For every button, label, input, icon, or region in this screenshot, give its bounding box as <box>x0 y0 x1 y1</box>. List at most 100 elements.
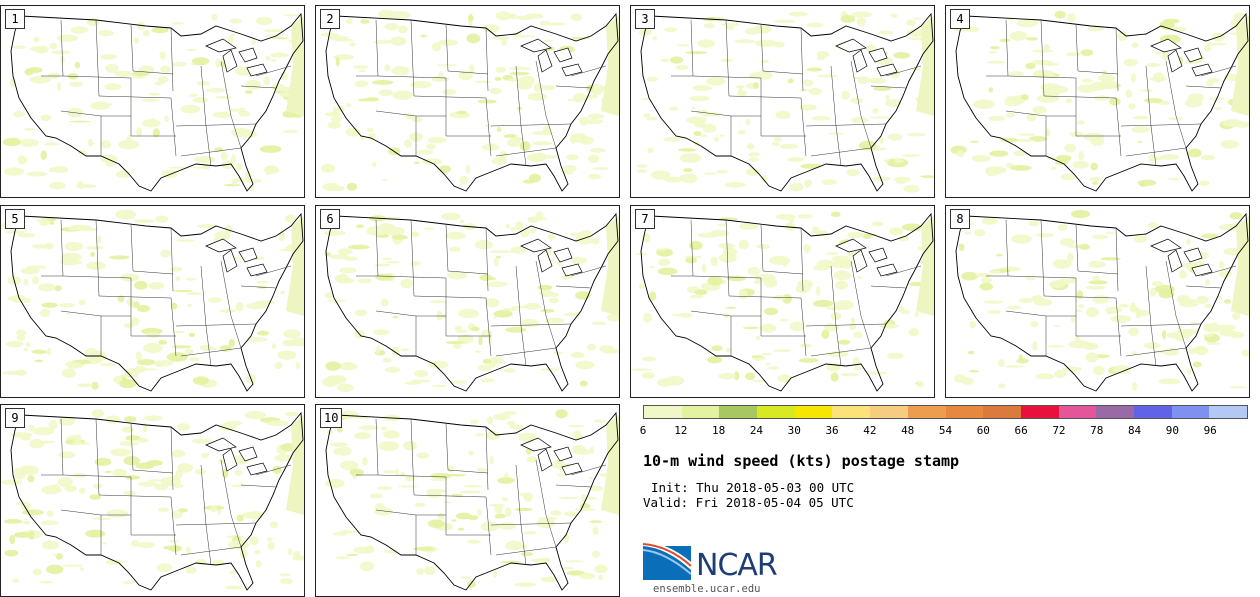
wind-shading <box>1128 327 1139 336</box>
state-border <box>830 65 837 127</box>
wind-shading <box>720 58 733 62</box>
wind-shading <box>58 303 75 308</box>
wind-shading <box>1004 365 1025 368</box>
wind-shading <box>562 566 575 570</box>
wind-shading <box>346 182 358 191</box>
wind-shading <box>186 292 203 295</box>
wind-shading <box>46 564 64 575</box>
state-border <box>170 227 174 292</box>
state-border <box>570 265 607 277</box>
wind-shading <box>566 570 586 576</box>
state-border <box>485 297 492 357</box>
wind-shading <box>1105 306 1123 313</box>
wind-shading <box>584 94 598 99</box>
wind-shading <box>124 416 137 423</box>
state-border <box>205 524 212 566</box>
wind-shading <box>235 177 245 183</box>
wind-shading <box>466 164 471 174</box>
great-lake <box>537 49 553 73</box>
wind-shading <box>1056 154 1072 162</box>
wind-shading <box>123 456 141 466</box>
wind-shading <box>771 141 780 146</box>
wind-shading <box>1051 166 1057 171</box>
wind-shading <box>589 520 603 524</box>
wind-shading <box>1014 138 1035 143</box>
wind-shading <box>1092 295 1110 304</box>
colorbar-swatch <box>794 406 833 418</box>
wind-shading <box>1117 303 1130 308</box>
great-lake <box>876 63 898 77</box>
wind-shading <box>274 362 283 370</box>
wind-shading <box>763 307 778 316</box>
wind-shading <box>830 311 842 321</box>
wind-shading <box>14 369 27 376</box>
wind-shading <box>857 76 870 84</box>
wind-shading <box>56 81 61 92</box>
wind-shading <box>238 107 246 117</box>
wind-shading <box>1131 351 1138 355</box>
wind-shading <box>100 154 118 163</box>
great-lake <box>1167 49 1183 73</box>
wind-shading <box>593 419 606 423</box>
wind-shading <box>1200 154 1215 161</box>
wind-shading <box>846 168 860 177</box>
wind-shading <box>339 362 358 371</box>
wind-shading <box>1051 85 1069 94</box>
offshore-wind-shading <box>286 16 304 116</box>
wind-shading <box>592 526 599 536</box>
wind-shading <box>365 545 374 552</box>
wind-shading <box>563 312 581 317</box>
wind-shading <box>1090 136 1105 146</box>
wind-shading <box>911 67 921 71</box>
wind-shading <box>760 59 770 64</box>
state-border <box>447 469 489 474</box>
wind-shading <box>1186 238 1191 245</box>
wind-shading <box>71 442 91 445</box>
state-border <box>860 115 872 149</box>
great-lake <box>1150 238 1182 253</box>
wind-shading <box>428 519 445 528</box>
wind-shading <box>789 321 805 332</box>
wind-shading <box>414 502 426 507</box>
wind-shading <box>455 512 472 520</box>
wind-shading <box>722 247 731 250</box>
wind-shading <box>548 297 559 304</box>
member-panel: 7 <box>630 205 935 398</box>
wind-shading <box>489 143 496 146</box>
state-border <box>1120 323 1202 327</box>
wind-shading <box>334 556 350 560</box>
wind-shading <box>998 383 1006 389</box>
colorbar-tick-label: 66 <box>1014 424 1028 437</box>
wind-shading <box>1092 234 1109 240</box>
wind-shading <box>1018 354 1024 362</box>
wind-shading <box>421 158 443 165</box>
wind-shading <box>1070 209 1091 219</box>
wind-shading <box>974 272 992 278</box>
wind-shading <box>69 81 84 87</box>
wind-shading <box>132 301 140 308</box>
wind-shading <box>493 310 513 318</box>
wind-shading <box>368 132 376 141</box>
wind-shading <box>509 66 531 71</box>
wind-shading <box>1117 31 1128 41</box>
great-lake <box>246 263 268 277</box>
wind-shading <box>563 511 579 517</box>
wind-shading <box>77 181 84 190</box>
state-border <box>1075 24 1079 72</box>
great-lake <box>520 38 552 53</box>
wind-shading <box>725 23 735 31</box>
wind-shading <box>1217 295 1223 300</box>
wind-shading <box>1005 112 1016 118</box>
wind-shading <box>228 338 235 348</box>
wind-shading <box>505 326 526 333</box>
wind-shading <box>998 359 1005 367</box>
wind-shading <box>380 298 389 307</box>
wind-shading <box>105 63 119 73</box>
wind-shading <box>64 361 82 367</box>
wind-shading <box>1130 73 1137 83</box>
wind-shading <box>764 277 778 288</box>
wind-shading <box>719 134 725 137</box>
wind-shading <box>164 115 169 123</box>
wind-shading <box>643 312 653 323</box>
wind-shading <box>130 317 140 326</box>
